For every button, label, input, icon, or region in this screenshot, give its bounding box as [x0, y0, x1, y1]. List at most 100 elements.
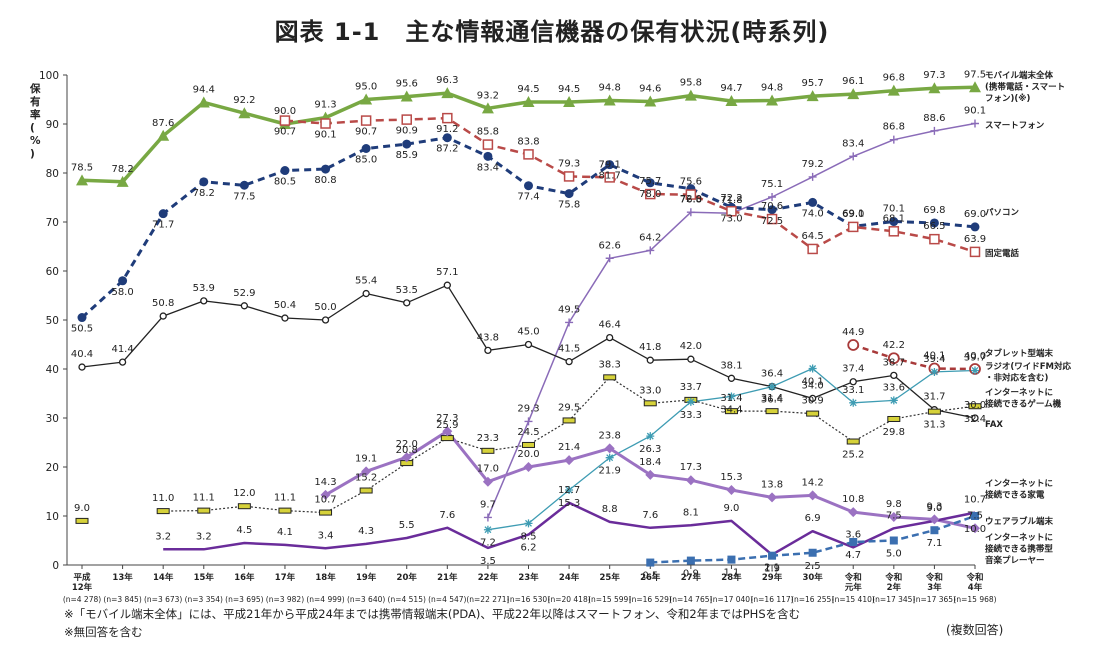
data-label: 6.9	[805, 513, 821, 524]
data-label: 87.2	[436, 144, 458, 155]
data-label: 42.2	[883, 340, 905, 351]
data-point	[646, 246, 655, 255]
data-point	[522, 441, 535, 448]
data-point	[320, 489, 331, 500]
data-label: 50.0	[314, 302, 336, 313]
data-point	[361, 466, 372, 477]
x-tick-n: (n=17 345)	[872, 595, 915, 604]
data-label: 94.4	[193, 84, 215, 95]
data-label: 20.8	[396, 445, 418, 456]
data-point	[77, 313, 87, 323]
x-tick-label: 19年	[356, 572, 377, 583]
data-label: 94.8	[761, 82, 783, 93]
data-point	[849, 537, 858, 546]
data-point	[401, 114, 412, 125]
legend-label: インターネットに	[985, 387, 1053, 398]
data-label: 53.5	[396, 285, 418, 296]
data-label: 75.1	[761, 179, 783, 190]
data-label: 85.0	[355, 155, 377, 166]
data-point	[563, 95, 576, 107]
data-label: 29.3	[517, 403, 539, 414]
data-point	[849, 152, 858, 161]
data-label: 36.4	[761, 395, 783, 406]
x-tick-label: 16年	[234, 572, 255, 583]
data-point	[971, 512, 979, 520]
x-tick-n: (n=15 599)	[588, 595, 631, 604]
data-label: 93.2	[477, 90, 499, 101]
data-point	[889, 396, 898, 405]
data-point	[483, 151, 493, 161]
data-point	[603, 94, 616, 106]
data-point	[684, 89, 697, 101]
data-point	[237, 503, 251, 510]
data-point	[768, 551, 777, 560]
data-point	[766, 94, 779, 106]
data-label: 41.5	[558, 344, 580, 355]
chart-title: 図表 1-1 主な情報通信機器の保有状況(時系列)	[274, 18, 830, 46]
x-tick-n: (n=17 040)	[710, 595, 753, 604]
data-point	[280, 166, 290, 176]
data-label: 1.1	[724, 568, 740, 579]
data-point	[644, 95, 657, 107]
data-point	[118, 358, 127, 366]
data-point	[847, 88, 860, 100]
data-label: 83.4	[477, 162, 499, 173]
x-tick-label: 17年	[275, 572, 296, 583]
data-label: 3.6	[845, 529, 861, 540]
data-label: 15.2	[355, 473, 377, 484]
data-point	[888, 511, 899, 522]
data-label: 11.0	[152, 493, 174, 504]
data-label: 31.4	[761, 393, 783, 404]
data-point	[889, 536, 898, 545]
data-label: 14.2	[802, 477, 824, 488]
data-label: 74.0	[802, 208, 824, 219]
x-tick-label: 令和	[965, 572, 983, 583]
data-label: 49.5	[558, 304, 580, 315]
data-label: 12.7	[558, 485, 580, 496]
data-label: 7.2	[480, 538, 496, 549]
data-point	[442, 426, 453, 437]
data-label: 92.2	[233, 95, 255, 106]
data-point	[767, 492, 778, 503]
legend-label: (携帯電話・スマート	[985, 82, 1065, 93]
data-label: 15.3	[558, 498, 580, 509]
data-label: 26.3	[639, 444, 661, 455]
data-label: 3.4	[318, 530, 334, 541]
legend-label: フォン)(※)	[985, 93, 1031, 104]
data-point	[643, 400, 657, 407]
data-label: 78.0	[639, 189, 661, 200]
data-point	[197, 507, 211, 514]
x-tick-label: 3年	[927, 582, 942, 593]
data-point	[724, 408, 738, 415]
data-label: 50.4	[274, 300, 296, 311]
x-tick-n: (n=4 515)	[388, 595, 426, 604]
data-label: 25.2	[842, 450, 864, 461]
data-label: 87.6	[152, 118, 174, 129]
data-point	[808, 364, 817, 373]
data-label: 85.8	[477, 127, 499, 138]
x-tick-label: 14年	[153, 572, 174, 583]
data-point	[360, 115, 372, 126]
data-point	[159, 312, 167, 320]
footnote-mobile: ※「モバイル端末全体」には、平成21年から平成24年までは携帯情報端末(PDA)…	[64, 607, 801, 621]
data-point	[927, 408, 941, 415]
data-point	[645, 188, 656, 200]
x-tick-label: 18年	[315, 572, 336, 583]
data-label: 27.3	[436, 413, 458, 424]
data-label: 71.8	[720, 195, 742, 206]
data-point	[848, 507, 859, 518]
data-point	[604, 172, 615, 183]
data-label: 63.9	[964, 234, 986, 245]
y-tick-label: 60	[46, 266, 59, 278]
x-tick-label: 23年	[518, 572, 539, 583]
data-point	[199, 177, 209, 187]
data-label: 7.5	[967, 510, 983, 521]
data-label: 50.5	[71, 324, 93, 335]
data-label: 83.4	[842, 138, 864, 149]
x-tick-label: 24年	[559, 572, 580, 583]
data-label: 46.4	[599, 320, 621, 331]
data-point	[727, 374, 736, 382]
data-point	[524, 181, 533, 191]
data-label: 96.8	[883, 73, 905, 84]
data-point	[565, 486, 574, 495]
